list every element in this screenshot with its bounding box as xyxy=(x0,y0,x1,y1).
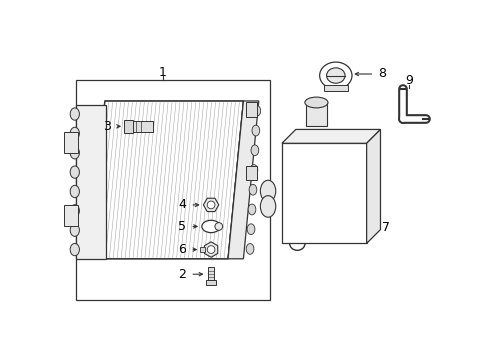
Ellipse shape xyxy=(247,224,255,235)
Ellipse shape xyxy=(70,127,79,140)
Bar xyxy=(200,247,205,252)
Ellipse shape xyxy=(70,185,79,198)
Bar xyxy=(132,121,153,132)
Ellipse shape xyxy=(70,108,79,120)
Polygon shape xyxy=(203,198,219,212)
Bar xyxy=(124,120,133,132)
Ellipse shape xyxy=(305,97,328,108)
Ellipse shape xyxy=(319,62,352,89)
Bar xyxy=(76,80,270,300)
Ellipse shape xyxy=(70,147,79,159)
Ellipse shape xyxy=(260,180,276,202)
Ellipse shape xyxy=(70,205,79,217)
Text: 1: 1 xyxy=(159,66,167,79)
Ellipse shape xyxy=(248,204,256,215)
Text: 3: 3 xyxy=(103,120,111,133)
Ellipse shape xyxy=(70,166,79,178)
Polygon shape xyxy=(89,101,244,259)
Text: 7: 7 xyxy=(382,221,390,234)
Circle shape xyxy=(207,201,215,209)
Ellipse shape xyxy=(326,68,345,83)
Ellipse shape xyxy=(246,244,254,254)
Text: 6: 6 xyxy=(178,243,186,256)
Ellipse shape xyxy=(202,220,220,233)
Text: 2: 2 xyxy=(178,268,186,281)
Text: 4: 4 xyxy=(178,198,186,211)
Ellipse shape xyxy=(253,105,261,116)
Text: 9: 9 xyxy=(405,74,413,87)
Bar xyxy=(245,102,257,117)
Ellipse shape xyxy=(250,165,258,175)
Polygon shape xyxy=(367,130,381,243)
Ellipse shape xyxy=(70,224,79,237)
Bar xyxy=(206,280,216,285)
Ellipse shape xyxy=(70,243,79,256)
Circle shape xyxy=(207,246,215,253)
Bar xyxy=(64,205,78,226)
Ellipse shape xyxy=(260,195,276,217)
Bar xyxy=(76,105,106,259)
Text: 8: 8 xyxy=(378,67,386,81)
Polygon shape xyxy=(204,242,218,257)
Ellipse shape xyxy=(215,222,222,230)
Bar xyxy=(245,166,257,180)
Ellipse shape xyxy=(249,184,257,195)
Bar xyxy=(208,266,214,280)
Bar xyxy=(64,132,78,153)
Text: 5: 5 xyxy=(178,220,186,233)
Ellipse shape xyxy=(251,145,259,156)
Polygon shape xyxy=(228,101,259,259)
Ellipse shape xyxy=(252,125,260,136)
Bar xyxy=(323,85,348,91)
Bar xyxy=(282,143,367,243)
Bar xyxy=(306,103,327,126)
Polygon shape xyxy=(282,130,381,143)
